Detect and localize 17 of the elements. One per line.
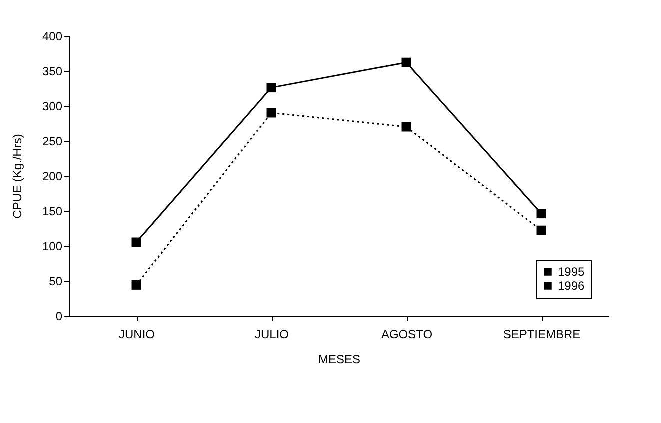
y-tick-label: 150	[42, 204, 63, 218]
y-tick-label: 200	[42, 170, 63, 184]
x-axis-title: MESES	[318, 352, 361, 366]
y-tick-label: 250	[42, 134, 63, 148]
y-tick-label: 100	[42, 240, 63, 254]
y-tick-label: 300	[42, 100, 63, 114]
y-tick-label: 0	[56, 310, 63, 324]
legend-label: 1996	[558, 279, 586, 293]
x-tick-label: JULIO	[254, 328, 290, 342]
y-axis-title: CPUE (Kg./Hrs)	[10, 134, 24, 219]
y-tick-label: 350	[42, 64, 63, 78]
legend-label: 1995	[558, 265, 586, 279]
x-tick-label: AGOSTO	[381, 328, 433, 342]
y-tick-label: 50	[49, 274, 63, 288]
y-tick-label: 400	[42, 30, 63, 44]
x-tick-label: JUNIO	[119, 328, 155, 342]
x-tick-label: SEPTIEMBRE	[503, 328, 581, 342]
